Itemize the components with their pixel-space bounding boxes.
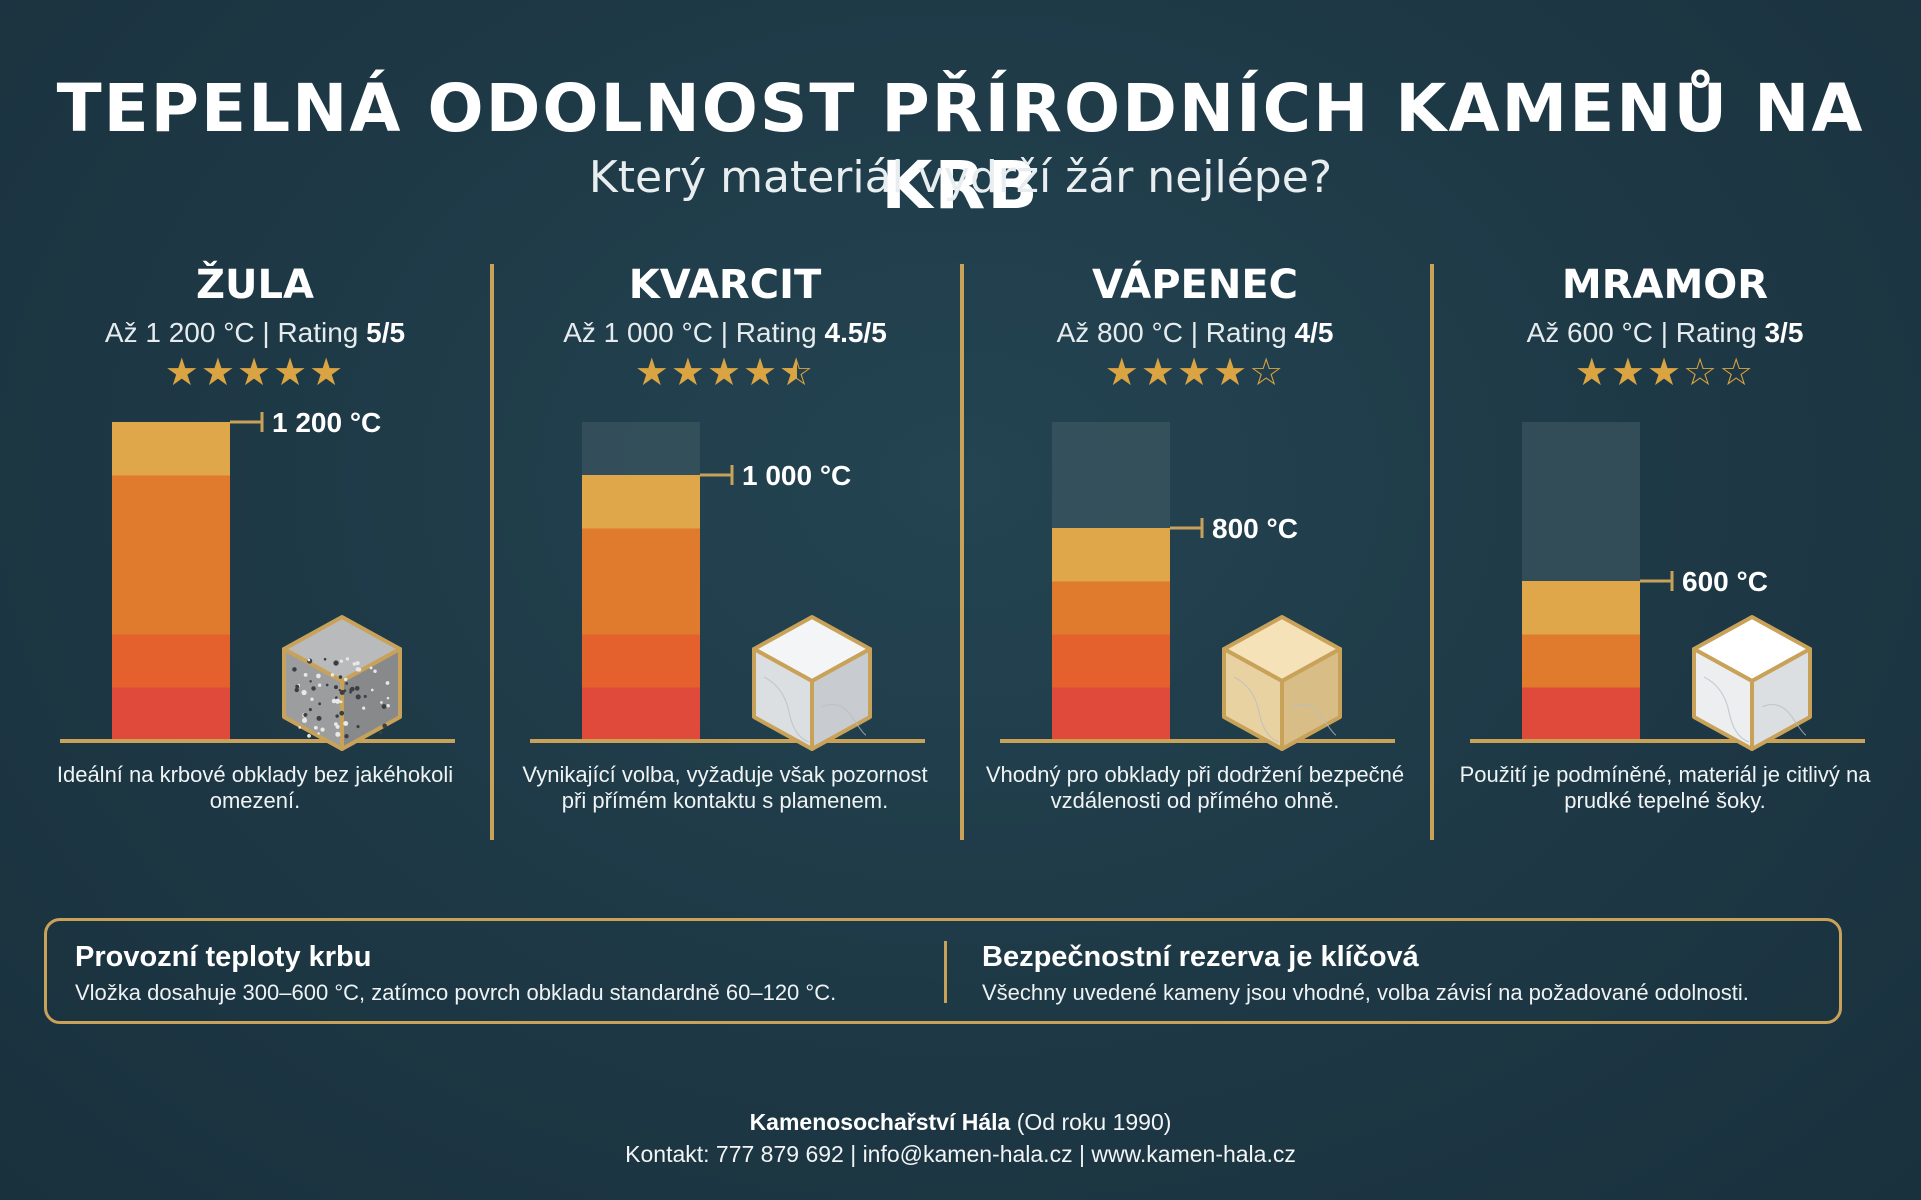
material-range-text: Až 1 200 °C | Rating — [104, 317, 367, 348]
marble-cube-icon — [1692, 615, 1812, 751]
material-rating-line: Až 800 °C | Rating 4/5 — [960, 317, 1430, 349]
bar-segment — [582, 581, 700, 635]
temperature-bar-chart: 1 200 °C — [60, 407, 455, 751]
bar-segment — [1522, 634, 1640, 688]
material-name: KVARCIT — [628, 262, 822, 308]
star-full-icon: ★ — [236, 352, 274, 394]
star-full-icon: ★ — [273, 352, 310, 394]
star-rating: ★★★★☆ — [960, 350, 1430, 395]
info-heading: Provozní teploty krbu — [75, 941, 372, 973]
material-rating-value: 5/5 — [366, 317, 406, 348]
info-heading: Bezpečnostní rezerva je klíčová — [982, 941, 1419, 973]
info-divider — [944, 941, 947, 1003]
material-rating-line: Až 1 200 °C | Rating 5/5 — [20, 317, 490, 349]
material-column-vapenec: VÁPENEC Až 800 °C | Rating 4/5 ★★★★☆ 800… — [960, 262, 1430, 862]
company-name: Kamenosochařství Hála — [749, 1109, 1011, 1135]
footer-company-line: Kamenosochařství Hála (Od roku 1990) — [0, 1106, 1921, 1138]
bar-segment — [1052, 581, 1170, 635]
star-full-icon: ★ — [706, 352, 744, 394]
bar-segment — [112, 687, 230, 741]
bar-segment — [1522, 687, 1640, 741]
bar-data-label: 1 000 °C — [742, 460, 851, 491]
footer-contact: Kontakt: 777 879 692 | info@kamen-hala.c… — [625, 1141, 1296, 1167]
company-since: (Od roku 1990) — [1010, 1109, 1172, 1135]
star-full-icon: ★ — [670, 352, 707, 394]
limestone-cube-icon — [1222, 615, 1342, 751]
material-column-zula: ŽULA Až 1 200 °C | Rating 5/5 ★★★★★ 1 20… — [20, 262, 490, 862]
star-rating: ★★★★★ — [20, 350, 490, 395]
material-range-text: Až 1 000 °C | Rating — [563, 317, 825, 348]
material-description: Ideální na krbové obklady bez jakéhokoli… — [56, 762, 454, 813]
bar-segment — [1522, 581, 1640, 635]
bar-segment — [582, 475, 700, 529]
material-rating-value: 4/5 — [1294, 317, 1334, 348]
info-text: Všechny uvedené kameny jsou vhodné, volb… — [982, 980, 1749, 1005]
bar-segment — [112, 422, 230, 476]
bar-segment — [582, 634, 700, 688]
bar-segment — [112, 528, 230, 582]
star-full-icon: ★ — [1213, 352, 1250, 394]
star-full-icon: ★ — [1574, 352, 1611, 394]
material-description: Použití je podmíněné, materiál je citliv… — [1459, 762, 1871, 813]
material-range-text: Až 600 °C | Rating — [1526, 317, 1765, 348]
column-divider — [1430, 264, 1434, 840]
bar-segment — [582, 687, 700, 741]
star-full-icon: ★ — [634, 352, 671, 394]
star-full-icon: ★ — [743, 352, 780, 394]
star-full-icon: ★ — [1646, 352, 1684, 394]
bar-segment — [112, 634, 230, 688]
column-divider — [960, 264, 964, 840]
quartzite-cube-icon — [752, 615, 872, 751]
star-rating: ★★★☆☆ — [1430, 350, 1900, 395]
bar-segment — [1052, 687, 1170, 741]
star-full-icon: ★ — [164, 352, 201, 394]
star-full-icon: ★ — [1140, 352, 1177, 394]
bar-segment — [1052, 634, 1170, 688]
material-rating-line: Až 600 °C | Rating 3/5 — [1430, 317, 1900, 349]
material-column-mramor: MRAMOR Až 600 °C | Rating 3/5 ★★★☆☆ 600 … — [1430, 262, 1900, 862]
material-description: Vhodný pro obklady při dodržení bezpečné… — [985, 762, 1405, 813]
star-empty-icon: ☆ — [1249, 352, 1286, 394]
material-column-kvarcit: KVARCIT Až 1 000 °C | Rating 4.5/5 ★★★★☆… — [490, 262, 960, 862]
temperature-bar-chart: 1 000 °C — [530, 422, 925, 751]
bar-data-label: 800 °C — [1212, 513, 1298, 544]
material-description: Vynikající volba, vyžaduje však pozornos… — [522, 762, 928, 813]
material-name: ŽULA — [196, 262, 314, 308]
granite-cube-icon — [282, 615, 402, 751]
bar-segment — [112, 475, 230, 529]
bar-data-label: 1 200 °C — [272, 407, 381, 438]
material-name: MRAMOR — [1561, 262, 1769, 308]
footer: Kamenosochařství Hála (Od roku 1990) Kon… — [0, 1106, 1921, 1170]
bar-segment — [112, 581, 230, 635]
info-box: Provozní teploty krbu Vložka dosahuje 30… — [44, 918, 1842, 1024]
info-text: Vložka dosahuje 300–600 °C, zatímco povr… — [75, 980, 837, 1005]
temperature-bar-chart: 800 °C — [1000, 422, 1395, 751]
material-rating-value: 3/5 — [1764, 317, 1804, 348]
temperature-bar-chart: 600 °C — [1470, 422, 1865, 751]
info-safety-margin: Bezpečnostní rezerva je klíčová Všechny … — [982, 941, 1749, 1006]
star-full-icon: ★ — [1176, 352, 1214, 394]
star-rating: ★★★★☆★ — [490, 350, 960, 395]
star-full-icon: ★ — [200, 352, 237, 394]
material-name: VÁPENEC — [1092, 262, 1298, 308]
page-subtitle: Který materiál vydrží žár nejlépe? — [588, 152, 1333, 203]
star-full-icon: ★ — [1104, 352, 1141, 394]
star-full-icon: ★ — [1610, 352, 1647, 394]
bar-data-label: 600 °C — [1682, 566, 1768, 597]
material-rating-line: Až 1 000 °C | Rating 4.5/5 — [490, 317, 960, 349]
star-empty-icon: ☆ — [1683, 352, 1720, 394]
material-rating-value: 4.5/5 — [824, 317, 887, 348]
star-half-icon: ☆★ — [779, 352, 816, 394]
bar-segment — [1052, 528, 1170, 582]
column-divider — [490, 264, 494, 840]
info-operating-temps: Provozní teploty krbu Vložka dosahuje 30… — [75, 941, 836, 1006]
page-title: TEPELNÁ ODOLNOST PŘÍRODNÍCH KAMENŮ NA KR… — [56, 70, 1865, 224]
star-full-icon: ★ — [309, 352, 346, 394]
material-range-text: Až 800 °C | Rating — [1056, 317, 1295, 348]
bar-segment — [582, 528, 700, 582]
star-empty-icon: ☆ — [1719, 352, 1756, 394]
